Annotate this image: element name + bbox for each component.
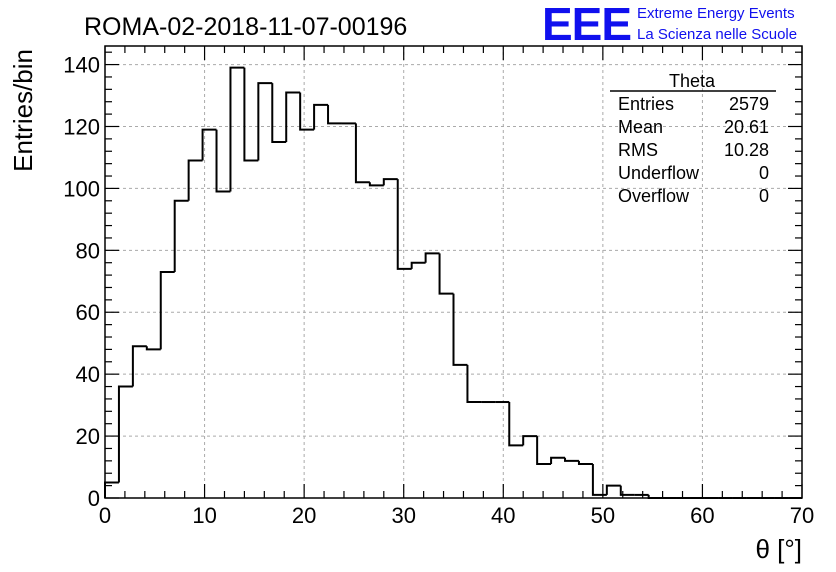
x-tick-label: 60 <box>690 503 714 528</box>
histogram-bin <box>313 103 329 130</box>
histogram-bin <box>619 485 635 496</box>
histogram-bin <box>410 261 426 269</box>
histogram-bin <box>424 252 440 263</box>
histogram-bin <box>145 346 161 351</box>
histogram-bin <box>564 457 579 462</box>
histogram-bin <box>522 435 538 446</box>
y-axis-label: Entries/bin <box>8 49 38 172</box>
histogram-bin <box>285 91 301 142</box>
stats-row-value: 0 <box>759 186 769 206</box>
histogram-bin <box>396 179 412 270</box>
stats-row-label: RMS <box>618 140 658 160</box>
x-tick-label: 10 <box>192 503 216 528</box>
y-tick-label: 20 <box>76 424 100 449</box>
stats-row-label: Overflow <box>618 186 690 206</box>
histogram-bars <box>104 66 802 499</box>
y-tick-label: 100 <box>63 176 100 201</box>
histogram-bin <box>508 402 524 447</box>
logo-line2: La Scienza nelle Scuole <box>637 26 797 43</box>
histogram-bin <box>368 182 384 187</box>
stats-row-value: 20.61 <box>724 117 769 137</box>
x-tick-label: 70 <box>790 503 814 528</box>
x-tick-label: 40 <box>491 503 515 528</box>
histogram-bin <box>605 484 621 495</box>
y-tick-label: 0 <box>88 486 100 511</box>
stats-box: Theta Entries 2579 Mean 20.61 RMS 10.28 Underf… <box>610 71 776 206</box>
histogram-bin <box>327 104 342 125</box>
histogram-bin <box>536 436 552 465</box>
histogram-bin <box>591 463 607 496</box>
eee-logo: EEE Extreme Energy Events La Scienza nel… <box>542 0 797 50</box>
x-tick-label: 0 <box>99 503 111 528</box>
logo-mark: EEE <box>542 0 631 50</box>
histogram-bin <box>382 178 398 186</box>
x-tick-label: 30 <box>391 503 415 528</box>
histogram-bin <box>117 385 133 483</box>
axis-ticks <box>104 46 803 499</box>
stats-row-value: 2579 <box>729 94 769 114</box>
histogram-bin <box>452 293 468 366</box>
stats-title: Theta <box>669 71 716 91</box>
x-tick-label: 50 <box>591 503 615 528</box>
histogram-bin <box>257 82 273 161</box>
histogram-bin <box>299 92 315 131</box>
histogram-bin <box>438 253 454 295</box>
histogram-bin <box>159 271 175 350</box>
stats-row-label: Entries <box>618 94 674 114</box>
histogram-bin <box>201 128 217 161</box>
plot-frame <box>104 45 803 499</box>
stats-row-label: Underflow <box>618 163 700 183</box>
stats-row-value: 0 <box>759 163 769 183</box>
histogram-bin <box>354 123 370 184</box>
y-tick-label: 140 <box>63 53 100 78</box>
stats-row-label: Mean <box>618 117 663 137</box>
histogram-bin <box>187 159 203 201</box>
tick-labels: 0 10 20 30 40 50 60 70 0 20 40 60 80 100 120 140 <box>63 53 814 528</box>
histogram-bin <box>271 83 287 143</box>
logo-line1: Extreme Energy Events <box>637 5 795 22</box>
grid <box>105 46 802 498</box>
y-tick-label: 80 <box>76 238 100 263</box>
y-tick-label: 40 <box>76 362 100 387</box>
x-tick-label: 20 <box>292 503 316 528</box>
histogram-bin <box>104 481 119 498</box>
histogram-bin <box>550 456 566 464</box>
plot-border <box>104 45 803 499</box>
histogram-bin <box>577 460 593 465</box>
histogram-bin <box>466 364 482 404</box>
histogram-bin <box>243 67 259 162</box>
x-axis-label: θ [°] <box>755 534 802 564</box>
y-tick-label: 120 <box>63 114 100 139</box>
stats-row-value: 10.28 <box>724 140 769 160</box>
histogram-bin <box>215 129 231 193</box>
histogram-bin <box>229 66 245 192</box>
chart-title: ROMA-02-2018-11-07-00196 <box>84 13 407 41</box>
y-tick-label: 60 <box>76 300 100 325</box>
histogram-bin <box>131 345 147 387</box>
stats-rows: Entries 2579 Mean 20.61 RMS 10.28 Underflow 0 Ov… <box>618 94 769 206</box>
histogram-bin <box>173 199 189 272</box>
